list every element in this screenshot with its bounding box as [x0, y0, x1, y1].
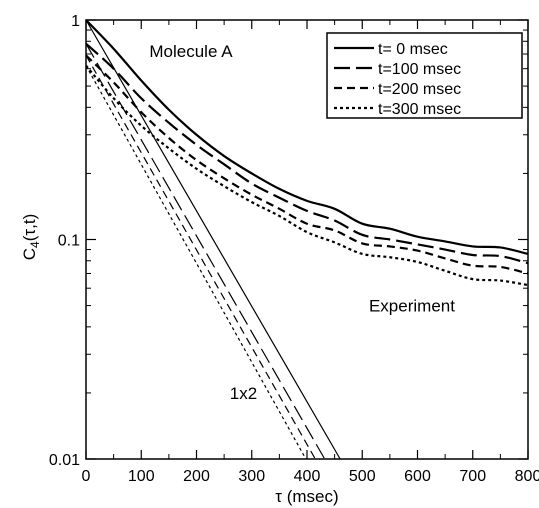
x-tick-label: 700: [459, 468, 486, 485]
x-axis-label: τ (msec): [275, 487, 338, 506]
x-tick-label: 200: [183, 468, 210, 485]
legend: t= 0 msec t=100 msec t=200 msec t=300 msec: [327, 33, 522, 118]
legend-entry: t= 0 msec: [378, 41, 448, 58]
model-lines: [86, 20, 340, 459]
x-tick-label: 300: [238, 468, 265, 485]
y-axis-label-main: C: [20, 248, 39, 260]
model-line: [86, 55, 315, 459]
x-tick-label: 400: [294, 468, 321, 485]
annotation-1x2: 1x2: [230, 384, 257, 403]
x-tick-label: 100: [128, 468, 155, 485]
model-line: [86, 44, 325, 459]
model-line: [86, 66, 306, 459]
y-tick-label: 1: [71, 13, 80, 30]
x-tick-label: 600: [404, 468, 431, 485]
y-axis-label: C4(τ,t): [20, 214, 42, 260]
y-tick-label: 0.1: [58, 233, 80, 250]
model-line: [86, 20, 340, 459]
annotation-experiment: Experiment: [369, 296, 455, 315]
x-tick-label: 500: [349, 468, 376, 485]
legend-entry: t=100 msec: [378, 61, 461, 78]
annotation-molecule-a: Molecule A: [149, 42, 233, 61]
y-axis-label-args: (τ,t): [20, 214, 39, 241]
legend-entry: t=300 msec: [378, 101, 461, 118]
x-tick-label: 800: [515, 468, 539, 485]
legend-entry: t=200 msec: [378, 81, 461, 98]
y-tick-label: 0.01: [49, 452, 80, 469]
x-tick-label: 0: [82, 468, 91, 485]
